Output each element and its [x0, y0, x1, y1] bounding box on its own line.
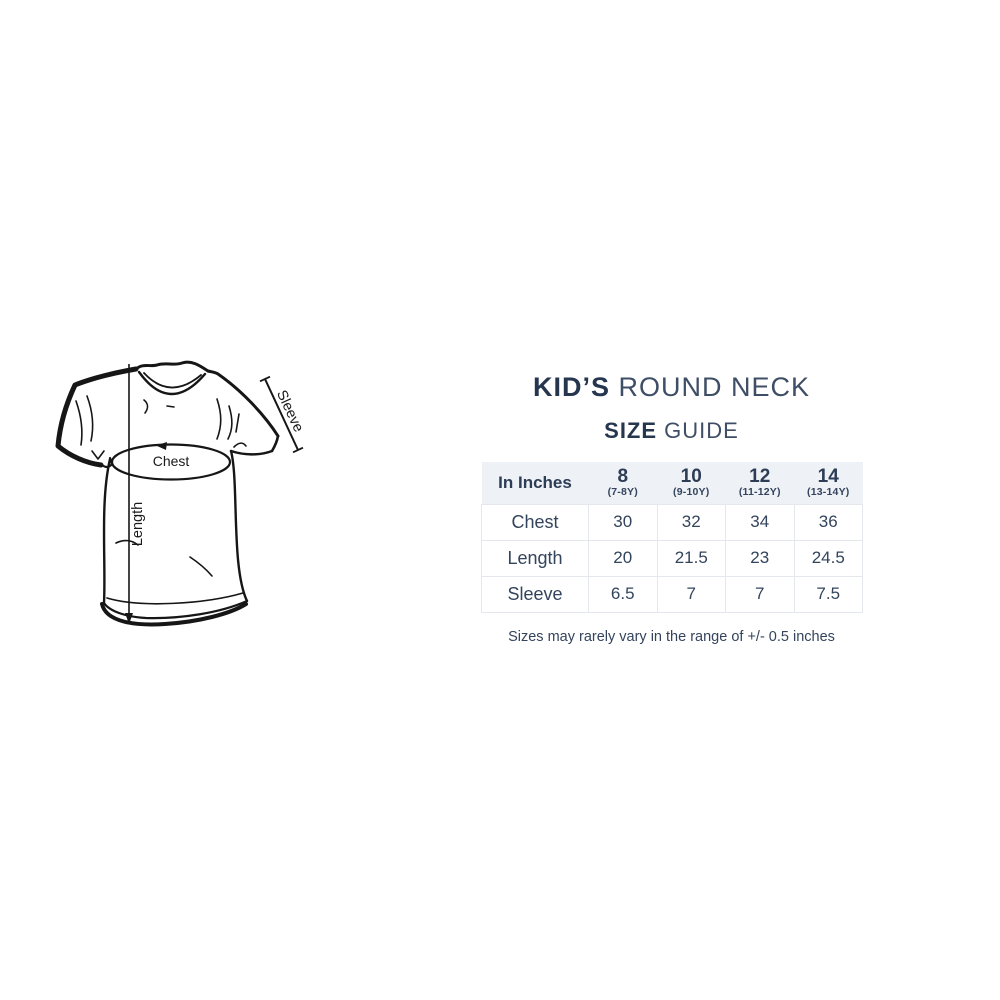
page-subtitle: SIZE GUIDE — [481, 419, 862, 443]
length-label: Length — [130, 502, 146, 546]
size-column-header: 12 (11-12Y) — [725, 462, 794, 504]
size-value-cell: 32 — [656, 503, 726, 541]
size-column-header: 8 (7-8Y) — [588, 462, 657, 504]
table-row-sleeve: Sleeve 6.5 7 7 7.5 — [481, 575, 863, 613]
sleeve-dimension-line: Sleeve — [259, 375, 306, 454]
row-label: Sleeve — [481, 575, 589, 613]
size-number: 8 — [617, 465, 629, 487]
table-row-length: Length 20 21.5 23 24.5 — [481, 539, 863, 577]
size-value-cell: 6.5 — [588, 575, 658, 613]
size-column-header: 14 (13-14Y) — [794, 462, 863, 504]
size-tolerance-note: Sizes may rarely vary in the range of +/… — [508, 628, 835, 645]
unit-header-cell: In Inches — [481, 462, 589, 504]
size-number: 12 — [749, 465, 771, 487]
length-dimension-arrow: Length — [125, 364, 146, 624]
title-regular-part: ROUND NECK — [618, 372, 811, 402]
row-label: Chest — [481, 503, 589, 541]
size-value-cell: 7 — [656, 575, 726, 613]
size-guide-panel: KID’S ROUND NECK SIZE GUIDE In Inches 8 … — [481, 372, 863, 646]
size-age-range: (11-12Y) — [738, 485, 781, 498]
tshirt-illustration: Length Chest Sleeve — [55, 360, 306, 627]
tshirt-measurement-diagram: Length Chest Sleeve — [40, 352, 320, 652]
size-table-header-row: In Inches 8 (7-8Y) 10 (9-10Y) 12 (11-12Y… — [481, 462, 863, 504]
size-value-cell: 7 — [725, 575, 795, 613]
size-age-range: (7-8Y) — [607, 485, 638, 498]
size-number: 14 — [817, 465, 839, 487]
size-value-cell: 7.5 — [793, 575, 863, 613]
size-value-cell: 21.5 — [656, 539, 726, 577]
size-value-cell: 34 — [725, 503, 795, 541]
size-value-cell: 23 — [725, 539, 795, 577]
subtitle-bold-part: SIZE — [604, 418, 658, 443]
chest-dimension-ellipse: Chest — [110, 442, 232, 481]
size-age-range: (9-10Y) — [673, 485, 710, 498]
size-table: In Inches 8 (7-8Y) 10 (9-10Y) 12 (11-12Y… — [481, 462, 863, 613]
page-title: KID’S ROUND NECK — [481, 372, 862, 402]
sleeve-label: Sleeve — [273, 388, 306, 435]
tshirt-outline — [55, 360, 280, 627]
table-row-chest: Chest 30 32 34 36 — [481, 503, 863, 541]
size-value-cell: 24.5 — [793, 539, 863, 577]
size-age-range: (13-14Y) — [807, 485, 850, 498]
title-bold-part: KID’S — [532, 372, 610, 402]
row-label: Length — [481, 539, 589, 577]
size-column-header: 10 (9-10Y) — [657, 462, 726, 504]
subtitle-regular-part: GUIDE — [664, 418, 739, 443]
size-value-cell: 36 — [793, 503, 863, 541]
chest-label: Chest — [153, 453, 190, 469]
size-value-cell: 30 — [588, 503, 658, 541]
size-number: 10 — [680, 465, 702, 487]
size-value-cell: 20 — [588, 539, 658, 577]
